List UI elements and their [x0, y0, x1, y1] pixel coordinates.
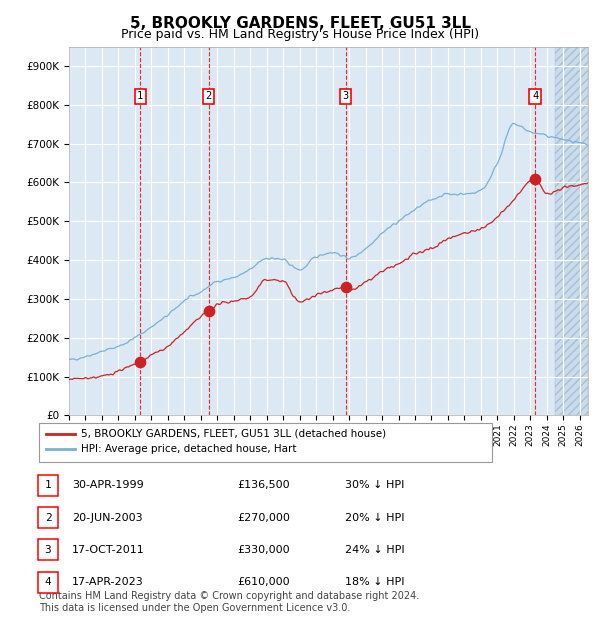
Text: 30-APR-1999: 30-APR-1999	[72, 480, 144, 490]
Point	[341, 282, 350, 292]
Point	[136, 358, 145, 368]
Text: 20-JUN-2003: 20-JUN-2003	[72, 513, 143, 523]
Text: 1: 1	[137, 91, 143, 101]
Text: 3: 3	[44, 545, 52, 555]
Text: £136,500: £136,500	[237, 480, 290, 490]
Text: 24% ↓ HPI: 24% ↓ HPI	[345, 545, 404, 555]
Text: 2: 2	[205, 91, 212, 101]
Text: HPI: Average price, detached house, Hart: HPI: Average price, detached house, Hart	[81, 444, 296, 454]
Text: 20% ↓ HPI: 20% ↓ HPI	[345, 513, 404, 523]
Text: 2: 2	[44, 513, 52, 523]
Point	[530, 174, 540, 184]
Text: £330,000: £330,000	[237, 545, 290, 555]
Text: 5, BROOKLY GARDENS, FLEET, GU51 3LL (detached house): 5, BROOKLY GARDENS, FLEET, GU51 3LL (det…	[81, 429, 386, 439]
Point	[204, 306, 214, 316]
Text: 30% ↓ HPI: 30% ↓ HPI	[345, 480, 404, 490]
Text: £270,000: £270,000	[237, 513, 290, 523]
Text: 3: 3	[343, 91, 349, 101]
Text: 17-OCT-2011: 17-OCT-2011	[72, 545, 145, 555]
Text: 1: 1	[44, 480, 52, 490]
Text: 4: 4	[44, 577, 52, 587]
Text: 17-APR-2023: 17-APR-2023	[72, 577, 144, 587]
Text: £610,000: £610,000	[237, 577, 290, 587]
Text: 4: 4	[532, 91, 538, 101]
Bar	[555, 46, 588, 415]
Text: 5, BROOKLY GARDENS, FLEET, GU51 3LL: 5, BROOKLY GARDENS, FLEET, GU51 3LL	[130, 16, 470, 30]
Text: 18% ↓ HPI: 18% ↓ HPI	[345, 577, 404, 587]
Text: Contains HM Land Registry data © Crown copyright and database right 2024.
This d: Contains HM Land Registry data © Crown c…	[39, 591, 419, 613]
Text: Price paid vs. HM Land Registry's House Price Index (HPI): Price paid vs. HM Land Registry's House …	[121, 28, 479, 41]
